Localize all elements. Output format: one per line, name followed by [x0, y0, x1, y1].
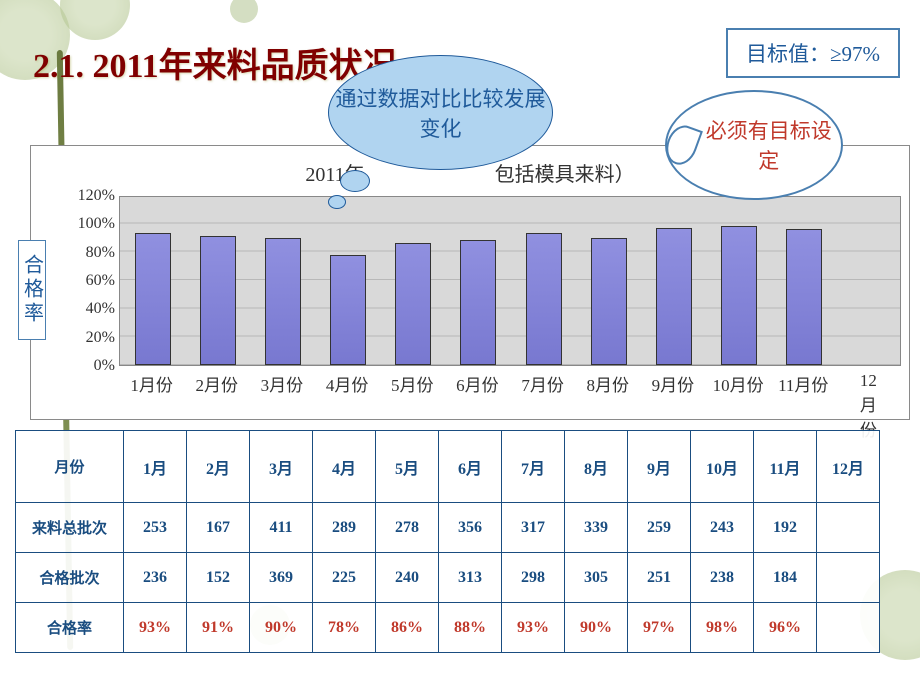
- bar: [265, 238, 301, 366]
- goal-callout: 必须有目标设定: [665, 90, 843, 200]
- table-col-header: 9月: [628, 431, 691, 503]
- table-cell: 339: [565, 503, 628, 553]
- table-cell: 98%: [691, 603, 754, 653]
- table-cell: 259: [628, 503, 691, 553]
- table-cell: 313: [439, 553, 502, 603]
- bar: [395, 243, 431, 365]
- bar: [526, 233, 562, 365]
- table-cell: 96%: [754, 603, 817, 653]
- table-col-header: 5月: [376, 431, 439, 503]
- bar: [656, 228, 692, 365]
- x-tick-label: 8月份: [587, 371, 630, 396]
- table-cell: 78%: [313, 603, 376, 653]
- bar: [330, 255, 366, 366]
- bar: [591, 238, 627, 366]
- x-tick-label: 4月份: [326, 371, 369, 396]
- x-tick-label: 9月份: [652, 371, 695, 396]
- decor-blob: [230, 0, 258, 23]
- table-col-header: 12月: [817, 431, 880, 503]
- bar: [200, 236, 236, 365]
- thought-bubble-icon: [328, 195, 346, 209]
- bar: [460, 240, 496, 365]
- decor-blob: [60, 0, 130, 40]
- table-cell: [817, 553, 880, 603]
- table-cell: 184: [754, 553, 817, 603]
- x-tick-label: 3月份: [261, 371, 304, 396]
- table-cell: 411: [250, 503, 313, 553]
- table-cell: 317: [502, 503, 565, 553]
- table-cell: 90%: [565, 603, 628, 653]
- table-cell: 236: [124, 553, 187, 603]
- table-cell: 253: [124, 503, 187, 553]
- y-tick-label: 120%: [78, 187, 115, 205]
- table-cell: 93%: [124, 603, 187, 653]
- y-tick-label: 60%: [86, 272, 115, 290]
- y-tick-label: 0%: [94, 357, 115, 375]
- x-tick-label: 2月份: [196, 371, 239, 396]
- chart-title-right: 包括模具来料）: [495, 164, 635, 186]
- thought-bubble-icon: [340, 170, 370, 192]
- table-cell: 243: [691, 503, 754, 553]
- y-ticks: 0%20%40%60%80%100%120%: [61, 196, 119, 366]
- y-tick-label: 40%: [86, 300, 115, 318]
- table-cell: 152: [187, 553, 250, 603]
- table-row-header: 合格批次: [16, 553, 124, 603]
- table-cell: [817, 603, 880, 653]
- table-cell: 298: [502, 553, 565, 603]
- table-cell: 369: [250, 553, 313, 603]
- table-cell: 88%: [439, 603, 502, 653]
- table-cell: 278: [376, 503, 439, 553]
- page-title: 2.1. 2011年来料品质状况: [33, 38, 397, 87]
- table-cell: 305: [565, 553, 628, 603]
- table-col-header: 4月: [313, 431, 376, 503]
- y-tick-label: 100%: [78, 215, 115, 233]
- x-tick-label: 1月份: [130, 371, 173, 396]
- table-corner-header: 月份: [16, 431, 124, 503]
- y-tick-label: 80%: [86, 244, 115, 262]
- table-row-header: 来料总批次: [16, 503, 124, 553]
- x-tick-label: 11月份: [778, 371, 828, 396]
- table-col-header: 3月: [250, 431, 313, 503]
- bars-container: [120, 197, 900, 365]
- table-cell: 225: [313, 553, 376, 603]
- y-axis-label: 合格率: [18, 240, 46, 340]
- table-cell: 167: [187, 503, 250, 553]
- table-col-header: 1月: [124, 431, 187, 503]
- table-cell: 240: [376, 553, 439, 603]
- bar: [721, 226, 757, 365]
- table-cell: 238: [691, 553, 754, 603]
- x-tick-label: 10月份: [713, 371, 764, 396]
- table-col-header: 8月: [565, 431, 628, 503]
- table-col-header: 11月: [754, 431, 817, 503]
- bar: [786, 229, 822, 365]
- table-col-header: 6月: [439, 431, 502, 503]
- thought-callout: 通过数据对比比较发展变化: [328, 55, 553, 170]
- table-col-header: 7月: [502, 431, 565, 503]
- table-row-header: 合格率: [16, 603, 124, 653]
- table-cell: [817, 503, 880, 553]
- table-cell: 192: [754, 503, 817, 553]
- table-col-header: 10月: [691, 431, 754, 503]
- bar: [135, 233, 171, 365]
- data-table: 月份1月2月3月4月5月6月7月8月9月10月11月12月 来料总批次25316…: [15, 430, 880, 653]
- table-cell: 86%: [376, 603, 439, 653]
- table-cell: 91%: [187, 603, 250, 653]
- x-tick-label: 6月份: [456, 371, 499, 396]
- goal-callout-text: 必须有目标设定: [697, 115, 841, 175]
- y-tick-label: 20%: [86, 329, 115, 347]
- plot-area: [119, 196, 901, 366]
- target-value-box: 目标值：≥97%: [726, 28, 900, 78]
- table-cell: 93%: [502, 603, 565, 653]
- x-tick-label: 5月份: [391, 371, 434, 396]
- x-labels: 1月份2月份3月份4月份5月份6月份7月份8月份9月份10月份11月份12月份: [119, 371, 901, 396]
- x-tick-label: 7月份: [521, 371, 564, 396]
- table-col-header: 2月: [187, 431, 250, 503]
- table-cell: 289: [313, 503, 376, 553]
- table-cell: 251: [628, 553, 691, 603]
- table-cell: 90%: [250, 603, 313, 653]
- table-cell: 97%: [628, 603, 691, 653]
- table-cell: 356: [439, 503, 502, 553]
- thought-text: 通过数据对比比较发展变化: [329, 83, 552, 143]
